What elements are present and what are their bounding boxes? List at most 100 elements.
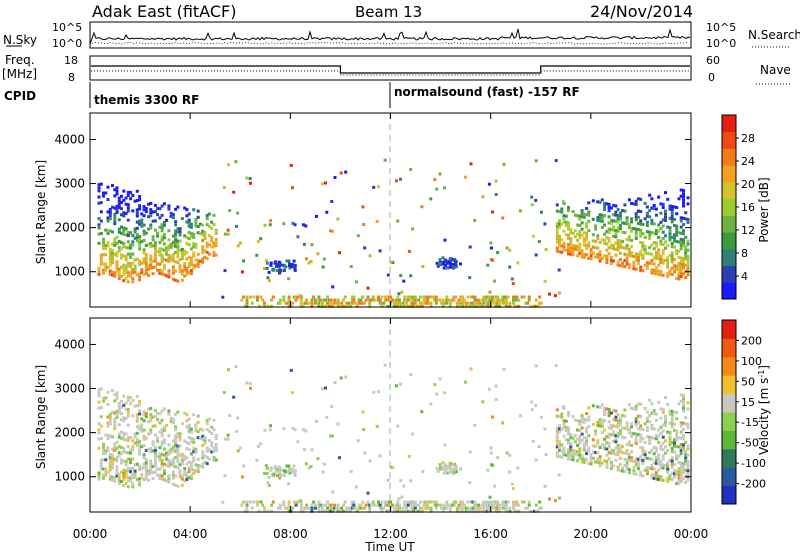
data-cell — [426, 506, 430, 510]
data-cell — [607, 420, 611, 424]
data-cell — [144, 467, 148, 471]
data-cell — [156, 231, 160, 235]
data-cell — [603, 238, 607, 242]
data-cell — [189, 440, 193, 444]
data-cell — [104, 467, 108, 471]
data-cell — [440, 506, 444, 510]
data-cell — [111, 273, 114, 277]
data-cell — [223, 474, 227, 478]
data-cell — [256, 240, 260, 243]
data-cell — [102, 244, 105, 247]
data-cell — [569, 243, 573, 247]
data-cell — [289, 163, 293, 167]
data-cell — [189, 222, 193, 226]
data-cell — [473, 295, 477, 299]
data-cell — [582, 442, 586, 446]
data-cell — [174, 456, 178, 459]
data-cell — [406, 500, 410, 504]
data-cell — [142, 260, 146, 264]
data-cell — [673, 450, 676, 454]
data-cell — [625, 464, 629, 468]
data-cell — [679, 464, 683, 468]
data-cell — [205, 250, 209, 254]
data-cell — [350, 506, 354, 510]
data-cell — [111, 261, 114, 265]
data-cell — [178, 270, 182, 274]
data-cell — [652, 476, 656, 480]
data-cell — [282, 474, 286, 477]
data-cell — [275, 469, 278, 473]
data-cell — [686, 401, 690, 405]
data-cell — [473, 509, 477, 513]
data-cell — [582, 420, 586, 424]
data-cell — [285, 259, 289, 263]
data-cell — [598, 200, 602, 204]
data-cell — [616, 465, 620, 469]
data-cell — [115, 266, 119, 270]
data-cell — [113, 399, 117, 403]
data-cell — [274, 260, 277, 264]
data-cell — [282, 295, 286, 299]
data-cell — [380, 295, 384, 299]
data-cell — [682, 263, 685, 267]
data-cell — [117, 249, 121, 253]
data-cell — [578, 438, 582, 442]
data-cell — [361, 410, 365, 414]
data-cell — [126, 414, 130, 418]
data-cell — [645, 435, 649, 439]
data-cell — [661, 236, 665, 240]
data-cell — [664, 218, 667, 222]
data-cell — [270, 298, 273, 302]
data-cell — [271, 268, 275, 272]
data-cell — [176, 450, 180, 454]
data-cell — [102, 396, 105, 400]
data-cell — [464, 509, 468, 513]
data-cell — [582, 448, 586, 452]
data-cell — [158, 253, 162, 257]
data-cell — [135, 220, 139, 224]
data-cell — [666, 225, 670, 229]
data-cell — [196, 430, 200, 433]
data-cell — [508, 304, 512, 308]
data-cell — [194, 469, 198, 473]
data-cell — [171, 234, 175, 238]
data-cell — [122, 226, 126, 230]
data-cell — [97, 183, 101, 187]
data-cell — [657, 272, 661, 276]
data-cell — [310, 503, 314, 507]
data-cell — [573, 452, 577, 456]
data-cell — [317, 500, 321, 504]
data-cell — [684, 217, 688, 221]
data-cell — [212, 241, 216, 245]
data-cell — [682, 238, 685, 242]
data-cell — [108, 462, 112, 466]
data-cell — [558, 442, 561, 446]
data-cell — [494, 506, 498, 510]
data-cell — [684, 245, 688, 249]
data-cell — [133, 441, 137, 445]
data-cell — [666, 449, 670, 453]
data-cell — [639, 446, 643, 449]
data-cell — [261, 503, 265, 507]
data-cell — [562, 201, 566, 205]
data-cell — [97, 406, 101, 410]
data-cell — [320, 182, 324, 186]
data-cell — [375, 219, 379, 223]
data-cell — [650, 464, 654, 467]
data-cell — [670, 459, 674, 463]
data-cell — [427, 500, 431, 504]
data-cell — [625, 452, 629, 456]
data-cell — [639, 458, 643, 462]
data-cell — [296, 500, 300, 504]
data-cell — [469, 162, 473, 166]
data-cell — [448, 462, 452, 466]
data-cell — [372, 390, 376, 394]
data-cell — [639, 228, 643, 232]
data-cell — [106, 403, 110, 406]
data-cell — [292, 265, 296, 269]
data-cell — [115, 186, 119, 190]
data-cell — [419, 509, 422, 513]
data-cell — [180, 217, 184, 221]
data-cell — [543, 427, 547, 431]
data-cell — [227, 368, 230, 372]
